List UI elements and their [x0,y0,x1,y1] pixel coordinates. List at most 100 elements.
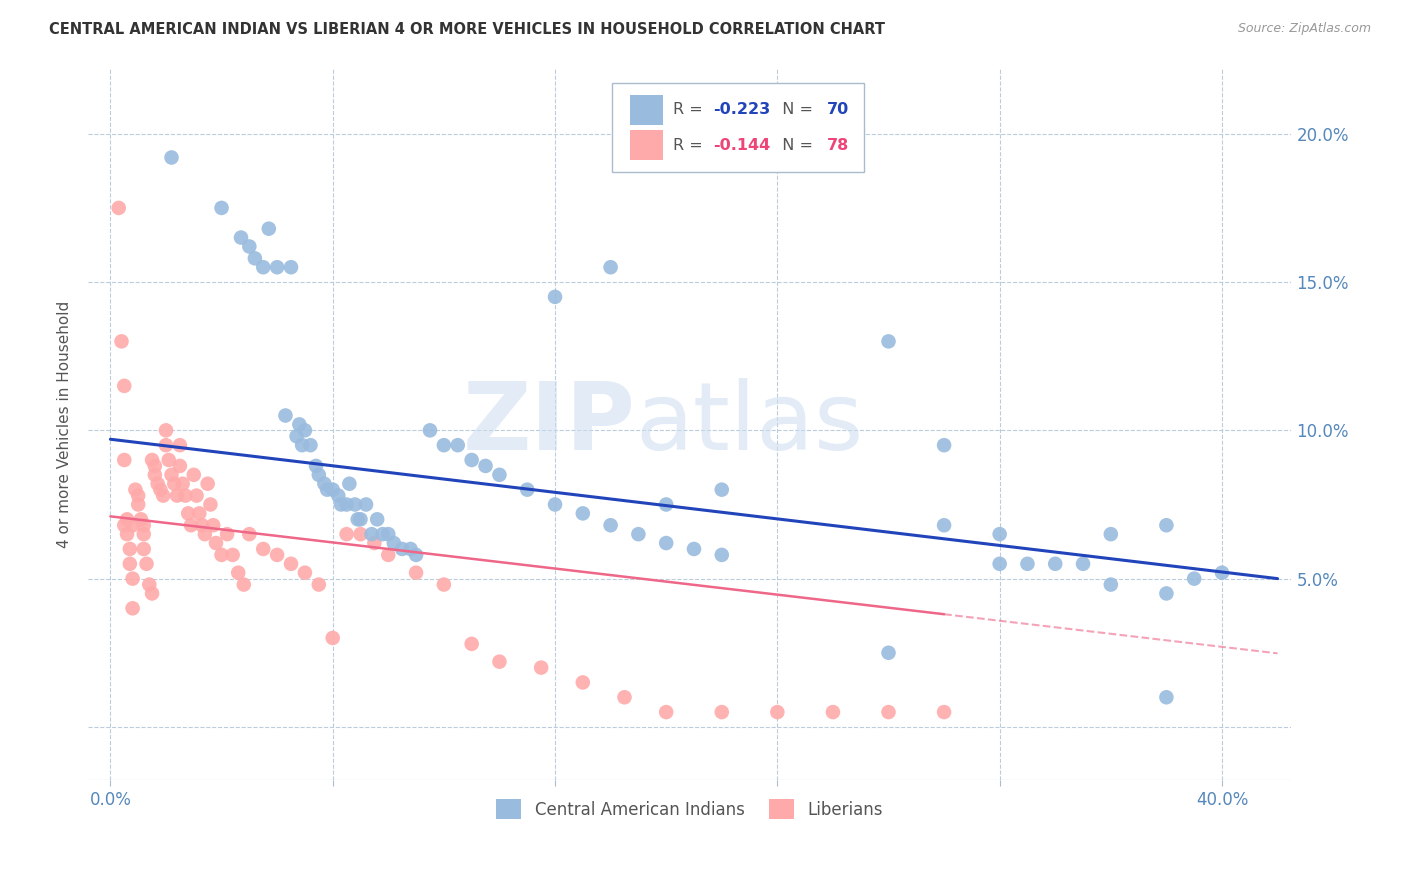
Point [316,483,339,497]
Text: ZIP: ZIP [463,378,636,470]
Text: atlas: atlas [636,378,863,470]
Point [988,557,1011,571]
Point [821,705,844,719]
Text: Source: ZipAtlas.com: Source: ZipAtlas.com [1237,22,1371,36]
Point [169,438,191,452]
Point [266,548,288,562]
Point [1156,690,1178,705]
Point [112,379,135,393]
Point [308,467,330,482]
Point [488,467,510,482]
Point [194,527,217,541]
Text: N =: N = [772,138,818,153]
Point [330,498,353,512]
Point [169,458,191,473]
Text: 78: 78 [827,138,849,153]
Point [572,675,595,690]
Point [294,423,316,437]
Point [205,536,228,550]
Point [710,548,733,562]
Point [377,548,399,562]
Point [877,705,900,719]
Point [107,201,129,215]
Point [166,489,188,503]
Point [229,230,252,244]
Point [285,429,308,443]
Point [932,438,955,452]
Point [544,498,567,512]
Point [274,409,297,423]
Point [382,536,405,550]
Point [174,489,197,503]
Point [143,458,166,473]
Point [433,438,456,452]
Point [371,527,394,541]
Point [599,518,621,533]
Point [360,527,382,541]
Point [399,541,422,556]
Point [252,541,274,556]
Point [132,541,155,556]
Point [160,467,183,482]
Point [328,489,350,503]
Point [149,483,172,497]
Point [337,476,360,491]
Point [988,527,1011,541]
Point [143,467,166,482]
Point [377,527,399,541]
Point [257,221,280,235]
Point [343,498,366,512]
Point [121,572,143,586]
Point [877,334,900,349]
Y-axis label: 4 or more Vehicles in Household: 4 or more Vehicles in Household [58,301,72,548]
Point [1156,586,1178,600]
Point [516,483,538,497]
Point [363,536,385,550]
Text: -0.144: -0.144 [713,138,770,153]
Point [655,498,678,512]
Point [188,507,211,521]
Text: R =: R = [673,138,707,153]
Point [238,527,260,541]
Point [572,507,595,521]
Point [932,705,955,719]
Point [322,483,344,497]
Point [115,527,138,541]
Point [655,536,678,550]
Point [336,498,359,512]
Point [127,489,149,503]
Point [211,548,233,562]
Point [336,527,359,541]
Point [238,239,260,253]
Point [349,527,371,541]
Point [710,483,733,497]
Point [211,201,233,215]
Point [127,498,149,512]
Point [191,518,214,533]
Bar [630,95,664,125]
Point [932,518,955,533]
Point [1017,557,1039,571]
Point [217,527,239,541]
Point [405,548,427,562]
Point [354,498,377,512]
Point [710,705,733,719]
Point [655,705,678,719]
Point [308,577,330,591]
Point [186,489,208,503]
FancyBboxPatch shape [612,83,865,172]
Point [118,557,141,571]
Point [155,423,177,437]
Point [112,518,135,533]
Point [877,646,900,660]
Point [110,334,132,349]
Bar [630,130,664,161]
Point [138,577,160,591]
Point [163,476,186,491]
Point [474,458,496,473]
Text: R =: R = [673,103,707,118]
Point [115,512,138,526]
Point [232,577,254,591]
Point [322,631,344,645]
Point [180,518,202,533]
